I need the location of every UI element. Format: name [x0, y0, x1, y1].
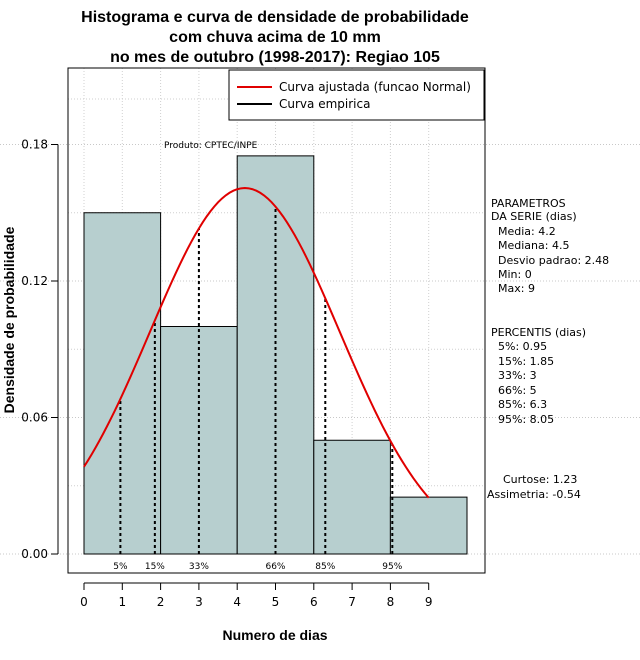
percentile-label-5: 95% [382, 562, 402, 572]
stats-panel: PARAMETROS DA SERIE (dias) Media: 4.2 Me… [487, 197, 609, 501]
x-axis-label: Numero de dias [222, 627, 327, 643]
pct-85: 85%: 6.3 [498, 398, 547, 411]
x-tick-label-2: 2 [157, 595, 165, 609]
percentile-label-2: 33% [189, 562, 209, 572]
param-min: Min: 0 [498, 268, 532, 281]
percentile-label-0: 5% [113, 562, 128, 572]
legend-label-fitted: Curva ajustada (funcao Normal) [279, 80, 471, 94]
y-tick-label-3: 0.18 [21, 138, 48, 152]
chart-title-line-2: com chuva acima de 10 mm [169, 29, 381, 46]
x-tick-label-5: 5 [272, 595, 280, 609]
legend: Curva ajustada (funcao Normal) Curva emp… [228, 69, 485, 121]
plot-frame [67, 67, 486, 574]
x-tick-label-4: 4 [233, 595, 241, 609]
fitted-normal-curve [83, 187, 430, 499]
x-tick-label-7: 7 [348, 595, 356, 609]
param-max: Max: 9 [498, 282, 535, 295]
y-tick-label-2: 0.12 [21, 274, 48, 288]
chart-title-line-3: no mes de outubro (1998-2017): Regiao 10… [110, 49, 440, 66]
param-mediana: Mediana: 4.5 [498, 239, 569, 252]
percentile-label-3: 66% [265, 562, 285, 572]
histogram-bar-4 [389, 496, 468, 555]
legend-label-empirical: Curva empirica [279, 97, 370, 111]
curtose-value: Curtose: 1.23 [503, 473, 577, 486]
y-tick-label-0: 0.00 [21, 547, 48, 561]
pct-33: 33%: 3 [498, 369, 537, 382]
x-tick-label-9: 9 [425, 595, 433, 609]
pct-66: 66%: 5 [498, 384, 537, 397]
chart-title-line-1: Histograma e curva de densidade de proba… [81, 9, 469, 26]
percentile-label-4: 85% [315, 562, 335, 572]
param-media: Media: 4.2 [498, 225, 556, 238]
x-tick-label-6: 6 [310, 595, 318, 609]
x-tick-label-0: 0 [80, 595, 88, 609]
params-title-line-1: PARAMETROS [491, 197, 566, 210]
y-axis-label: Densidade de probabilidade [1, 226, 17, 413]
x-tick-label-3: 3 [195, 595, 203, 609]
x-tick-label-1: 1 [118, 595, 126, 609]
pct-15: 15%: 1.85 [498, 355, 554, 368]
percentile-label-1: 15% [145, 562, 165, 572]
param-desvio: Desvio padrao: 2.48 [498, 254, 609, 267]
params-title-line-2: DA SERIE (dias) [491, 210, 577, 223]
assimetria-value: Assimetria: -0.54 [487, 488, 581, 501]
product-annotation: Produto: CPTEC/INPE [164, 141, 258, 151]
y-tick-label-1: 0.06 [21, 411, 48, 425]
x-tick-label-8: 8 [387, 595, 395, 609]
histogram-bar-3 [313, 439, 391, 555]
pct-95: 95%: 8.05 [498, 413, 554, 426]
pct-title: PERCENTIS (dias) [491, 326, 586, 339]
histogram-bar-0 [83, 212, 162, 555]
legend-box [228, 69, 485, 121]
pct-5: 5%: 0.95 [498, 340, 547, 353]
